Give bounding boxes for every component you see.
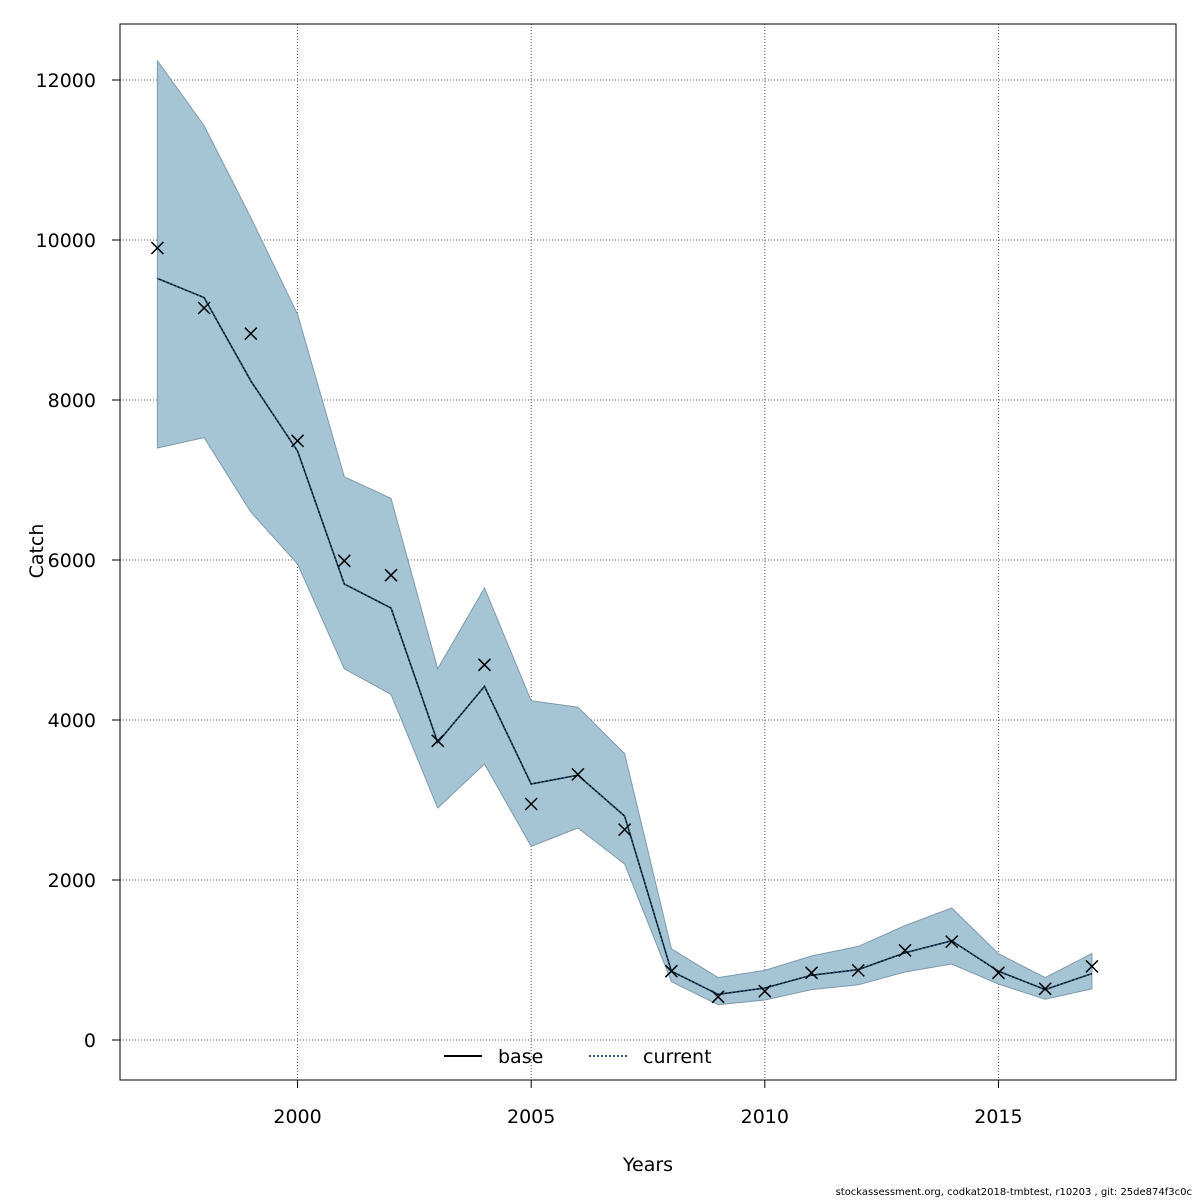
x-axis-label: Years — [622, 1154, 673, 1176]
legend-base-label: base — [498, 1046, 543, 1068]
legend: base current — [444, 1046, 712, 1068]
observed-point — [851, 963, 865, 977]
y-axis-ticks: 0 2000 4000 6000 8000 10000 12000 — [36, 70, 120, 1052]
observed-point — [711, 990, 725, 1004]
y-tick-label: 2000 — [48, 870, 96, 892]
y-tick-label: 0 — [84, 1030, 96, 1052]
confidence-band — [156, 59, 1093, 1006]
y-axis-label: Catch — [26, 524, 48, 579]
observed-point — [337, 554, 351, 568]
x-tick-label: 2005 — [507, 1106, 555, 1128]
grid — [120, 24, 1176, 1080]
series-line-current — [157, 277, 1093, 996]
observed-point — [758, 984, 772, 998]
observed-point — [991, 966, 1005, 980]
observed-point — [244, 327, 258, 341]
observed-point — [477, 658, 491, 672]
x-tick-label: 2015 — [974, 1106, 1022, 1128]
observed-markers — [150, 241, 1099, 1004]
observed-point — [571, 767, 585, 781]
plot-frame — [119, 23, 1177, 1081]
x-axis-ticks: 2000 2005 2010 2015 — [273, 1080, 1023, 1128]
footer-credit: stockassessment.org, codkat2018-tmbtest,… — [835, 1187, 1192, 1198]
x-tick-label: 2000 — [273, 1106, 321, 1128]
y-tick-label: 4000 — [48, 710, 96, 732]
y-tick-label: 12000 — [36, 70, 96, 92]
observed-point — [150, 241, 164, 255]
series-lines — [157, 277, 1093, 996]
observed-point — [1038, 982, 1052, 996]
observed-point — [618, 823, 632, 837]
legend-current-label: current — [643, 1046, 712, 1068]
x-tick-label: 2010 — [741, 1106, 789, 1128]
observed-point — [197, 301, 211, 315]
observed-point — [524, 797, 538, 811]
observed-point — [291, 434, 305, 448]
observed-point — [431, 734, 445, 748]
observed-point — [805, 966, 819, 980]
observed-point — [384, 568, 398, 582]
observed-point — [1085, 959, 1099, 973]
observed-point — [945, 935, 959, 949]
y-tick-label: 8000 — [48, 390, 96, 412]
y-tick-label: 10000 — [36, 230, 96, 252]
observed-point — [664, 964, 678, 978]
y-tick-label: 6000 — [48, 550, 96, 572]
observed-point — [898, 943, 912, 957]
